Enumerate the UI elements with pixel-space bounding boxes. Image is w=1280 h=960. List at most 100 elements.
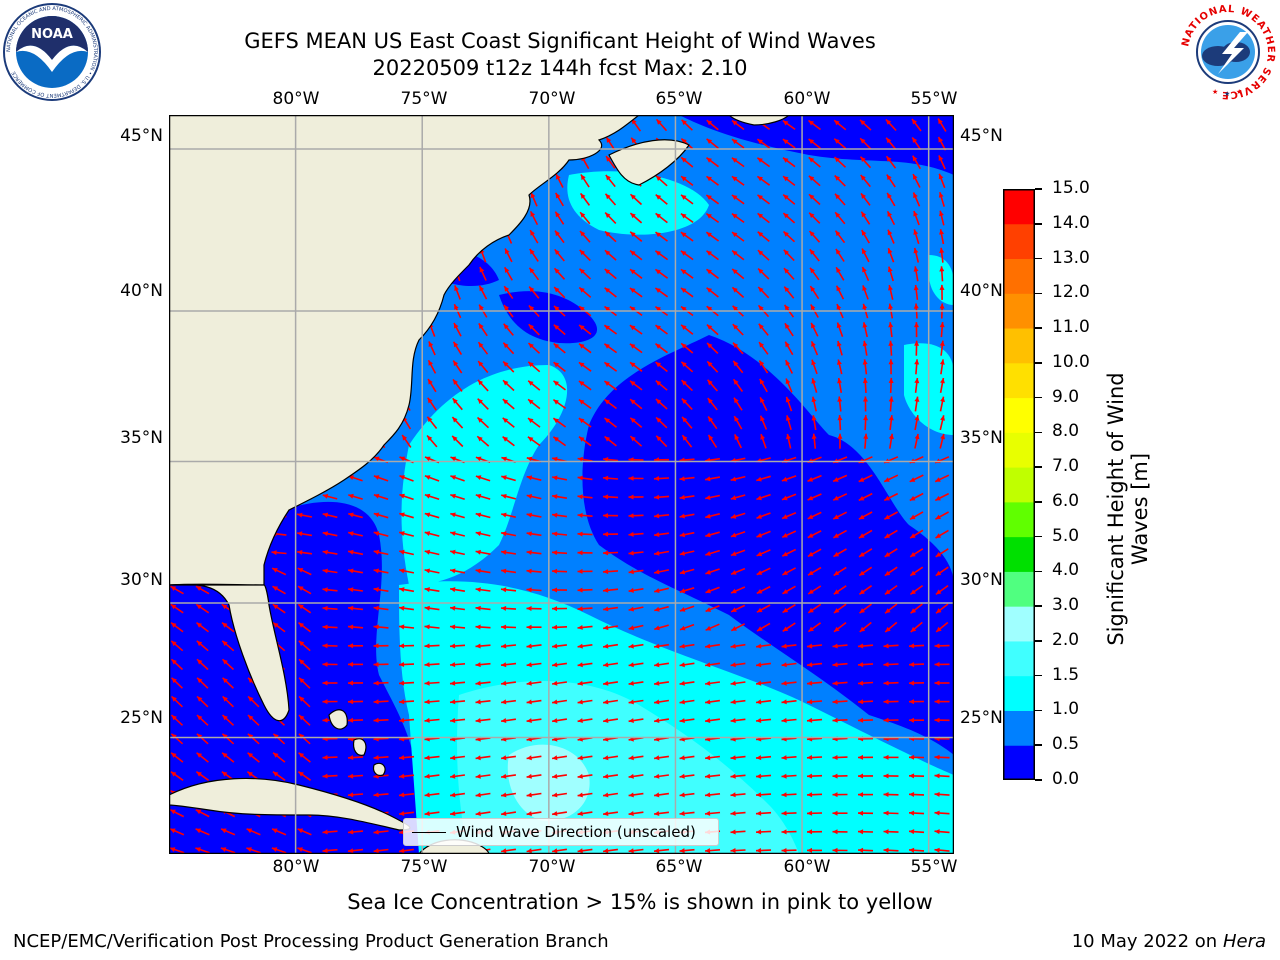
- wind-arrow-head: [934, 829, 940, 835]
- wind-arrow-head: [630, 269, 636, 275]
- colorbar-tick-mark: [1035, 605, 1042, 607]
- wind-arrow-head: [399, 475, 405, 480]
- colorbar-bin: [1003, 571, 1035, 607]
- wind-arrow-head: [679, 699, 685, 705]
- wind-arrow-head: [758, 287, 764, 293]
- wind-arrow-head: [454, 285, 459, 291]
- wind-arrow-head: [197, 659, 203, 665]
- wind-arrow-head: [526, 456, 533, 462]
- colorbar-tick-label: 0.5: [1052, 734, 1080, 755]
- wind-arrow-head: [526, 606, 532, 611]
- wind-arrow-head: [936, 608, 942, 614]
- wind-arrow-head: [399, 549, 405, 555]
- wind-arrow-head: [475, 718, 481, 723]
- wind-arrow-head: [807, 829, 812, 835]
- wind-arrow-head: [654, 476, 660, 481]
- wind-arrow-head: [832, 829, 838, 835]
- wind-arrow-head: [913, 247, 919, 254]
- wind-arrow-head: [756, 755, 762, 761]
- wind-arrow-head: [578, 381, 585, 386]
- wind-arrow-head: [730, 718, 736, 723]
- wind-arrow-head: [297, 512, 303, 518]
- wind-arrow-head: [730, 755, 736, 761]
- wind-arrow-head: [580, 212, 586, 218]
- wind-arrow-head: [603, 513, 608, 519]
- wind-arrow-head: [940, 415, 945, 421]
- wind-arrow-head: [784, 268, 790, 274]
- wind-arrow-head: [730, 643, 736, 649]
- wind-arrow-head: [348, 549, 354, 555]
- wind-arrow-head: [811, 341, 816, 347]
- colorbar-tick-label: 5.0: [1052, 525, 1080, 546]
- wind-arrow-head: [681, 306, 687, 312]
- colorbar-tick-label: 7.0: [1052, 456, 1080, 477]
- wind-arrow-head: [577, 680, 583, 686]
- wind-arrow-head: [784, 286, 790, 292]
- wind-arrow-head: [577, 587, 583, 593]
- colorbar-tick-label: 14.0: [1052, 212, 1090, 233]
- wind-arrow-head: [503, 380, 509, 386]
- wind-arrow-head: [528, 324, 534, 330]
- wind-arrow-head: [322, 531, 329, 537]
- wind-arrow-head: [526, 624, 532, 630]
- wind-arrow-head: [348, 605, 354, 611]
- wind-arrow-head: [348, 792, 354, 798]
- wind-arrow-head: [322, 699, 328, 705]
- wind-arrow-head: [606, 156, 611, 162]
- wind-arrow-head: [475, 773, 481, 779]
- wind-arrow-head: [679, 569, 686, 575]
- colorbar-bin: [1003, 536, 1035, 572]
- wind-arrow-head: [655, 306, 661, 312]
- colorbar-tick-label: 6.0: [1052, 490, 1080, 511]
- wind-arrow-head: [171, 696, 177, 702]
- wind-arrow-head: [654, 718, 660, 723]
- wind-arrow-head: [504, 286, 510, 292]
- wind-arrow-head: [505, 248, 510, 255]
- wind-arrow-head: [528, 343, 534, 349]
- wind-arrow-head: [731, 570, 737, 575]
- wind-arrow-head: [628, 569, 634, 575]
- wind-arrow-head: [196, 604, 202, 610]
- wind-arrow-head: [808, 120, 814, 126]
- wind-arrow-head: [171, 733, 177, 739]
- wind-arrow-head: [888, 303, 893, 309]
- wind-arrow-head: [888, 359, 894, 365]
- wind-arrow-head: [862, 285, 867, 291]
- wind-arrow-head: [909, 810, 915, 816]
- wind-arrow-head: [577, 568, 583, 574]
- wind-arrow-head: [835, 193, 841, 200]
- wind-arrow-head: [450, 456, 457, 462]
- wind-arrow-head: [526, 494, 533, 499]
- wind-arrow-head: [888, 377, 894, 383]
- map-gridlines: [169, 115, 954, 854]
- wind-arrow-head: [605, 231, 611, 237]
- wind-arrow-head: [934, 810, 940, 816]
- colorbar-bin: [1003, 432, 1035, 468]
- wind-arrow-head: [734, 434, 740, 440]
- wind-arrow-head: [654, 606, 660, 612]
- wind-arrow-head: [577, 643, 583, 649]
- wind-arrow-head: [348, 493, 354, 499]
- wind-arrow-head: [910, 626, 917, 632]
- wind-arrow-head: [630, 362, 636, 368]
- wind-arrow-head: [577, 606, 583, 612]
- wind-arrow-head: [705, 792, 711, 798]
- wind-arrow-head: [630, 231, 636, 237]
- wind-arrow-head: [756, 662, 762, 668]
- wind-arrow-head: [501, 699, 507, 705]
- wind-arrow-head: [399, 755, 405, 761]
- wind-arrow-head: [630, 417, 636, 423]
- wind-arrow-head: [552, 680, 558, 686]
- wind-arrow-head: [501, 811, 507, 816]
- wind-arrow-head: [858, 792, 863, 798]
- wind-arrow-head: [424, 587, 430, 593]
- wind-arrow-head: [654, 625, 660, 631]
- colorbar-tick-label: 1.5: [1052, 664, 1080, 685]
- wind-arrow-head: [731, 588, 737, 594]
- wind-arrow-head: [171, 659, 177, 665]
- colorbar-bin: [1003, 328, 1035, 364]
- wind-arrow-head: [681, 194, 687, 200]
- wind-arrow-head: [373, 643, 379, 649]
- wind-arrow-head: [450, 493, 456, 499]
- wind-arrow-head: [731, 626, 737, 631]
